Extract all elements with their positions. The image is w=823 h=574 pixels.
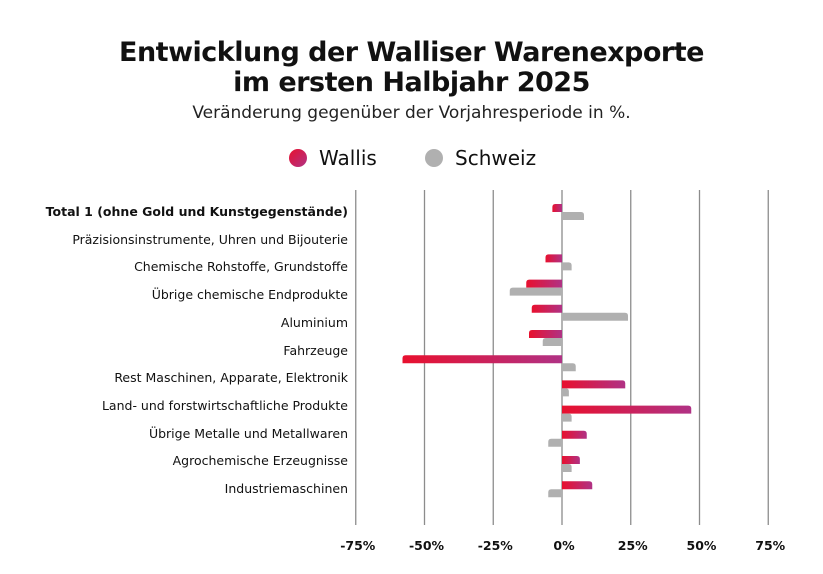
x-tick-label: 50% xyxy=(686,538,717,553)
x-tick-label: -75% xyxy=(340,538,376,553)
bar-wallis xyxy=(562,380,626,389)
x-tick-label: 0% xyxy=(553,538,575,553)
category-label: Fahrzeuge xyxy=(283,342,348,358)
legend-swatch-wallis xyxy=(289,149,307,167)
bar-schweiz xyxy=(562,388,569,397)
bar-schweiz xyxy=(562,464,572,472)
legend-label-schweiz: Schweiz xyxy=(455,146,537,170)
bar-schweiz xyxy=(562,413,572,422)
bar-schweiz xyxy=(509,287,562,296)
bar-schweiz xyxy=(542,338,562,346)
category-label: Land- und forstwirtschaftliche Produkte xyxy=(101,397,348,413)
category-label: Agrochemische Erzeugnisse xyxy=(172,453,348,469)
chart-title-line-2: im ersten Halbjahr 2025 xyxy=(233,67,590,98)
x-tick-label: -25% xyxy=(477,538,513,553)
bar-schweiz xyxy=(548,438,562,447)
bar-wallis xyxy=(529,330,562,338)
category-label: Übrige chemische Endprodukte xyxy=(151,287,348,303)
chart-subtitle: Veränderung gegenüber der Vorjahresperio… xyxy=(192,103,631,123)
x-tick-label: 75% xyxy=(755,538,786,553)
legend-swatch-schweiz xyxy=(425,149,443,167)
bar-schweiz xyxy=(562,262,572,271)
bar-wallis xyxy=(562,456,580,464)
category-label: Aluminium xyxy=(280,314,348,330)
category-label: Übrige Metalle und Metallwaren xyxy=(148,425,348,441)
bar-wallis xyxy=(552,204,562,212)
bar-schweiz xyxy=(562,212,584,220)
bar-schweiz xyxy=(548,489,562,498)
legend-item-schweiz: Schweiz xyxy=(425,146,536,170)
bar-schweiz xyxy=(562,312,628,321)
legend-label-wallis: Wallis xyxy=(319,146,377,170)
legend-item-wallis: Wallis xyxy=(289,146,377,170)
category-label: Total 1 (ohne Gold und Kunstgegenstände) xyxy=(45,204,348,219)
bar-schweiz xyxy=(562,363,576,372)
bar-wallis xyxy=(402,355,562,364)
bar-wallis xyxy=(562,430,587,439)
bar-wallis xyxy=(545,254,562,263)
x-tick-label: -50% xyxy=(408,538,445,553)
x-tick-label: 25% xyxy=(617,538,648,553)
bar-wallis xyxy=(562,481,593,490)
category-label: Präzisionsinstrumente, Uhren und Bijoute… xyxy=(72,231,348,247)
category-label: Rest Maschinen, Apparate, Elektronik xyxy=(114,370,348,386)
category-label: Chemische Rohstoffe, Grundstoffe xyxy=(134,259,348,275)
bar-wallis xyxy=(531,304,562,313)
legend: Wallis Schweiz xyxy=(0,146,823,174)
bar-wallis xyxy=(526,279,562,288)
chart-title-line-1: Entwicklung der Walliser Warenexporte xyxy=(119,37,704,68)
category-label: Industriemaschinen xyxy=(224,481,348,496)
bar-wallis xyxy=(562,405,692,414)
